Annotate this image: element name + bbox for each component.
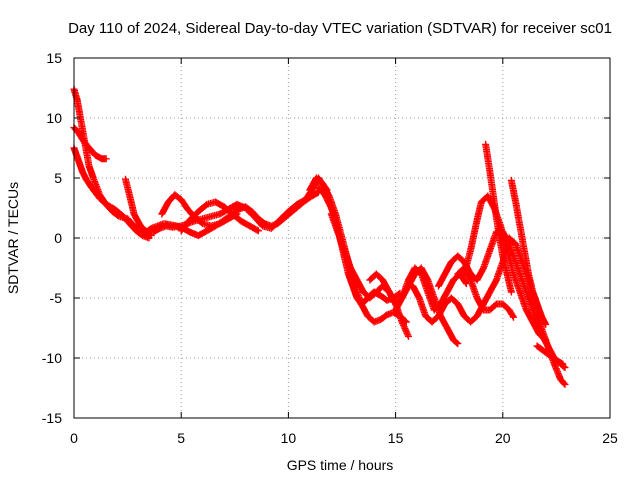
data-series xyxy=(507,176,550,328)
y-tick-label: 15 xyxy=(46,50,62,66)
data-series xyxy=(158,191,241,230)
series-markers xyxy=(454,264,517,321)
series-markers xyxy=(158,191,241,230)
x-axis-label: GPS time / hours xyxy=(287,457,394,473)
x-tick-label: 15 xyxy=(388,430,404,446)
y-axis-label: SDTVAR / TECUs xyxy=(5,182,21,294)
x-tick-label: 25 xyxy=(602,430,618,446)
series-markers xyxy=(482,140,515,296)
y-tick-label: 5 xyxy=(54,170,62,186)
data-series xyxy=(392,264,462,348)
y-tick-label: -10 xyxy=(42,350,62,366)
series-markers xyxy=(507,176,550,328)
data-series xyxy=(533,342,567,368)
series-markers xyxy=(177,198,262,235)
y-tick-label: -5 xyxy=(50,290,63,306)
y-tick-label: 10 xyxy=(46,110,62,126)
y-tick-label: -15 xyxy=(42,410,62,426)
y-tick-label: 0 xyxy=(54,230,62,246)
plot-area xyxy=(70,85,569,388)
data-series xyxy=(70,85,155,240)
chart-title: Day 110 of 2024, Sidereal Day-to-day VTE… xyxy=(68,20,612,37)
x-tick-label: 10 xyxy=(281,430,297,446)
series-markers xyxy=(392,264,462,348)
data-series xyxy=(177,198,262,235)
series-markers xyxy=(533,342,567,368)
series-markers xyxy=(70,85,155,240)
x-tick-label: 5 xyxy=(177,430,185,446)
data-series xyxy=(482,140,515,296)
data-series xyxy=(454,264,517,321)
x-tick-label: 20 xyxy=(495,430,511,446)
x-tick-label: 0 xyxy=(70,430,78,446)
axis-ticks: 0 5 10 15 20 25 -15 -10 -5 0 5 10 15 xyxy=(42,50,618,446)
